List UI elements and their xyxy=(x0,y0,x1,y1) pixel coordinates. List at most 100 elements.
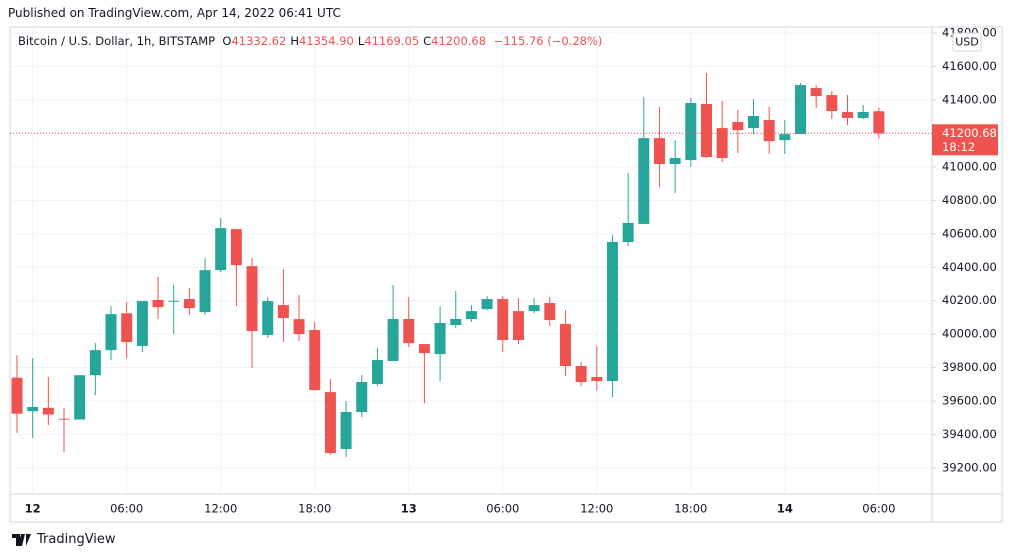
x-tick-label: 12 xyxy=(25,502,41,516)
candle-body xyxy=(58,418,70,420)
y-tick-label: 39600.00 xyxy=(942,394,997,408)
candle-body xyxy=(685,102,697,161)
candle-body xyxy=(371,359,383,385)
candle-body xyxy=(873,111,885,134)
ohlc-value: 41354.90 xyxy=(298,34,354,48)
candle-body xyxy=(732,122,744,131)
candle-body xyxy=(779,134,791,141)
candle-body xyxy=(747,116,759,129)
y-tick-label: 40200.00 xyxy=(942,293,997,307)
y-tick-label: 40400.00 xyxy=(942,260,997,274)
last-price: 41200.68 xyxy=(942,126,997,140)
candle-body xyxy=(89,350,101,376)
x-tick-label: 06:00 xyxy=(486,502,519,516)
candle-body xyxy=(309,330,321,391)
candle-body xyxy=(669,158,681,165)
candle-body xyxy=(512,311,524,341)
y-tick-label: 41600.00 xyxy=(942,59,997,73)
candle-body xyxy=(42,407,54,415)
candle-body xyxy=(497,299,509,341)
x-tick-label: 18:00 xyxy=(298,502,331,516)
candle-body xyxy=(606,242,618,382)
candle-body xyxy=(356,382,368,413)
candle-body xyxy=(559,323,571,366)
candle-body xyxy=(622,222,634,243)
price-label-box xyxy=(932,124,998,156)
symbol: Bitcoin / U.S. Dollar, 1h, BITSTAMP xyxy=(18,34,216,48)
x-tick-label: 13 xyxy=(401,502,417,516)
candle-body xyxy=(183,299,195,309)
candle-body xyxy=(763,120,775,142)
candle-body xyxy=(418,344,430,354)
y-tick-label: 41400.00 xyxy=(942,92,997,106)
candle-body xyxy=(653,138,665,165)
candle-body xyxy=(434,322,446,355)
candle-body xyxy=(700,103,712,158)
candle-body xyxy=(152,299,164,308)
chart-frame xyxy=(9,26,1003,523)
ohlc-value: 41200.68 xyxy=(431,34,487,48)
y-tick-label: 39400.00 xyxy=(942,427,997,441)
candle-body xyxy=(465,311,477,319)
candle-body xyxy=(293,319,305,335)
chart: 39200.00 39400.00 39600.00 39800.00 40000.00… xyxy=(9,26,1003,523)
candle-body xyxy=(857,112,869,119)
x-tick-label: 06:00 xyxy=(862,502,895,516)
candle-body xyxy=(387,318,399,361)
candle-body xyxy=(810,88,822,97)
ohlc-value: 41332.62 xyxy=(231,34,287,48)
candle-body xyxy=(842,112,854,119)
candle-body xyxy=(638,138,650,224)
ohlc-label: O xyxy=(222,34,232,48)
x-tick-label: 06:00 xyxy=(110,502,143,516)
candle-body xyxy=(215,228,227,271)
y-tick-label: 39800.00 xyxy=(942,360,997,374)
candle-body xyxy=(199,270,211,313)
candle-body xyxy=(450,318,462,326)
candle-body xyxy=(230,229,242,266)
candle-body xyxy=(246,266,258,332)
logo xyxy=(12,533,31,546)
ohlc-label: C xyxy=(423,34,432,48)
ohlc-label: H xyxy=(290,34,299,48)
candle-body xyxy=(591,377,603,382)
currency-box xyxy=(952,32,982,52)
candle-body xyxy=(481,299,493,310)
y-tick-label: 39200.00 xyxy=(942,461,997,475)
candle-body xyxy=(795,85,806,135)
candle-body xyxy=(277,305,289,318)
candle-body xyxy=(403,318,415,344)
change: −115.76 (−0.28%) xyxy=(493,34,603,48)
candle-body xyxy=(324,392,336,454)
currency: USD xyxy=(955,36,979,49)
x-tick-label: 18:00 xyxy=(674,502,707,516)
candle-body xyxy=(27,406,39,412)
ohlc-value: 41169.05 xyxy=(364,34,420,48)
candle-body xyxy=(168,300,180,302)
candle-body xyxy=(262,301,274,336)
countdown: 18:12 xyxy=(942,140,975,154)
y-tick-label: 40800.00 xyxy=(942,193,997,207)
published-note: Published on TradingView.com, Apr 14, 20… xyxy=(8,6,341,20)
candle-body xyxy=(105,314,117,351)
candle-body xyxy=(544,303,556,320)
legend-header: Bitcoin / U.S. Dollar, 1h, BITSTAMP O413… xyxy=(18,34,602,48)
candle-body xyxy=(716,128,728,159)
candle-body xyxy=(11,377,23,414)
candle-body xyxy=(528,305,540,312)
y-tick-label: 40600.00 xyxy=(942,226,997,240)
ohlc: O41332.62 H41354.90 L41169.05 C41200.68 xyxy=(222,34,490,48)
candle-body xyxy=(340,412,352,449)
candle-body xyxy=(121,313,133,343)
footer: TradingView xyxy=(12,532,116,547)
candle-body xyxy=(826,95,838,111)
ohlc-label: L xyxy=(357,34,365,48)
x-tick-label: 14 xyxy=(777,502,793,516)
x-tick-label: 12:00 xyxy=(580,502,613,516)
candle-body xyxy=(136,301,148,346)
x-tick-label: 12:00 xyxy=(204,502,237,516)
candle-body xyxy=(575,365,587,383)
brand: TradingView xyxy=(37,532,116,547)
y-tick-label: 40000.00 xyxy=(942,327,997,341)
